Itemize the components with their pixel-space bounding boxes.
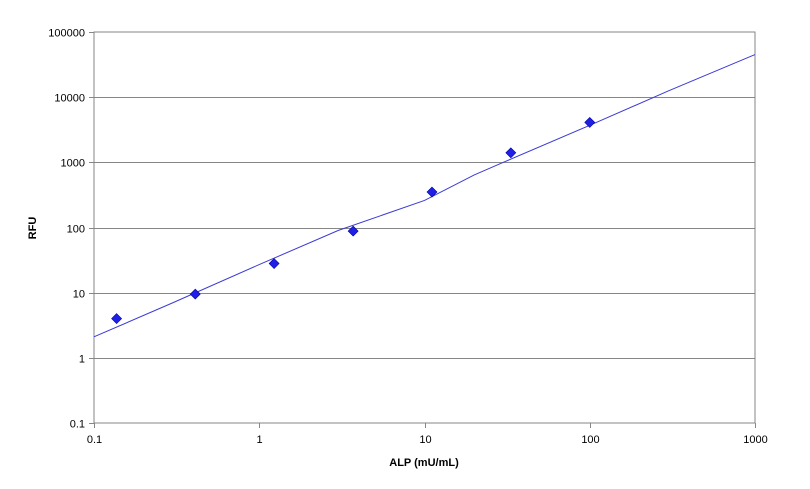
data-point-0 bbox=[111, 313, 123, 325]
x-tick-label-1: 1 bbox=[256, 434, 262, 446]
grid-lines bbox=[94, 97, 755, 359]
y-tick-label-3: 100 bbox=[67, 224, 85, 236]
trendline-layer bbox=[93, 54, 756, 338]
data-point-1 bbox=[189, 288, 201, 300]
data-point-5 bbox=[505, 147, 517, 159]
x-tick-label-2: 10 bbox=[419, 434, 431, 446]
data-point-2 bbox=[268, 258, 280, 269]
x-tick-label-4: 1000 bbox=[743, 434, 767, 446]
data-point-3 bbox=[347, 225, 359, 237]
y-tick-label-1: 1 bbox=[79, 354, 85, 366]
y-axis-title: RFU bbox=[27, 217, 39, 240]
data-point-6 bbox=[584, 116, 596, 128]
data-points bbox=[111, 116, 596, 325]
y-tick-label-0: 0.1 bbox=[70, 419, 85, 431]
y-tick-label-2: 10 bbox=[73, 289, 85, 301]
x-tick-label-3: 100 bbox=[581, 434, 599, 446]
data-point-4 bbox=[426, 186, 438, 198]
x-tick-label-0: 0.1 bbox=[87, 434, 102, 446]
y-tick-label-5: 10000 bbox=[54, 93, 85, 105]
y-tick-label-4: 1000 bbox=[61, 158, 85, 170]
trendline bbox=[93, 54, 756, 338]
plot-area-border bbox=[93, 31, 756, 424]
y-tick-label-6: 100000 bbox=[48, 28, 85, 40]
x-axis-ticks: 0.1 1 10 100 1000 bbox=[87, 423, 768, 446]
y-axis-ticks: 0.1 1 10 100 1000 10000 100000 bbox=[48, 28, 94, 431]
x-axis-title: ALP (mU/mL) bbox=[389, 457, 459, 469]
